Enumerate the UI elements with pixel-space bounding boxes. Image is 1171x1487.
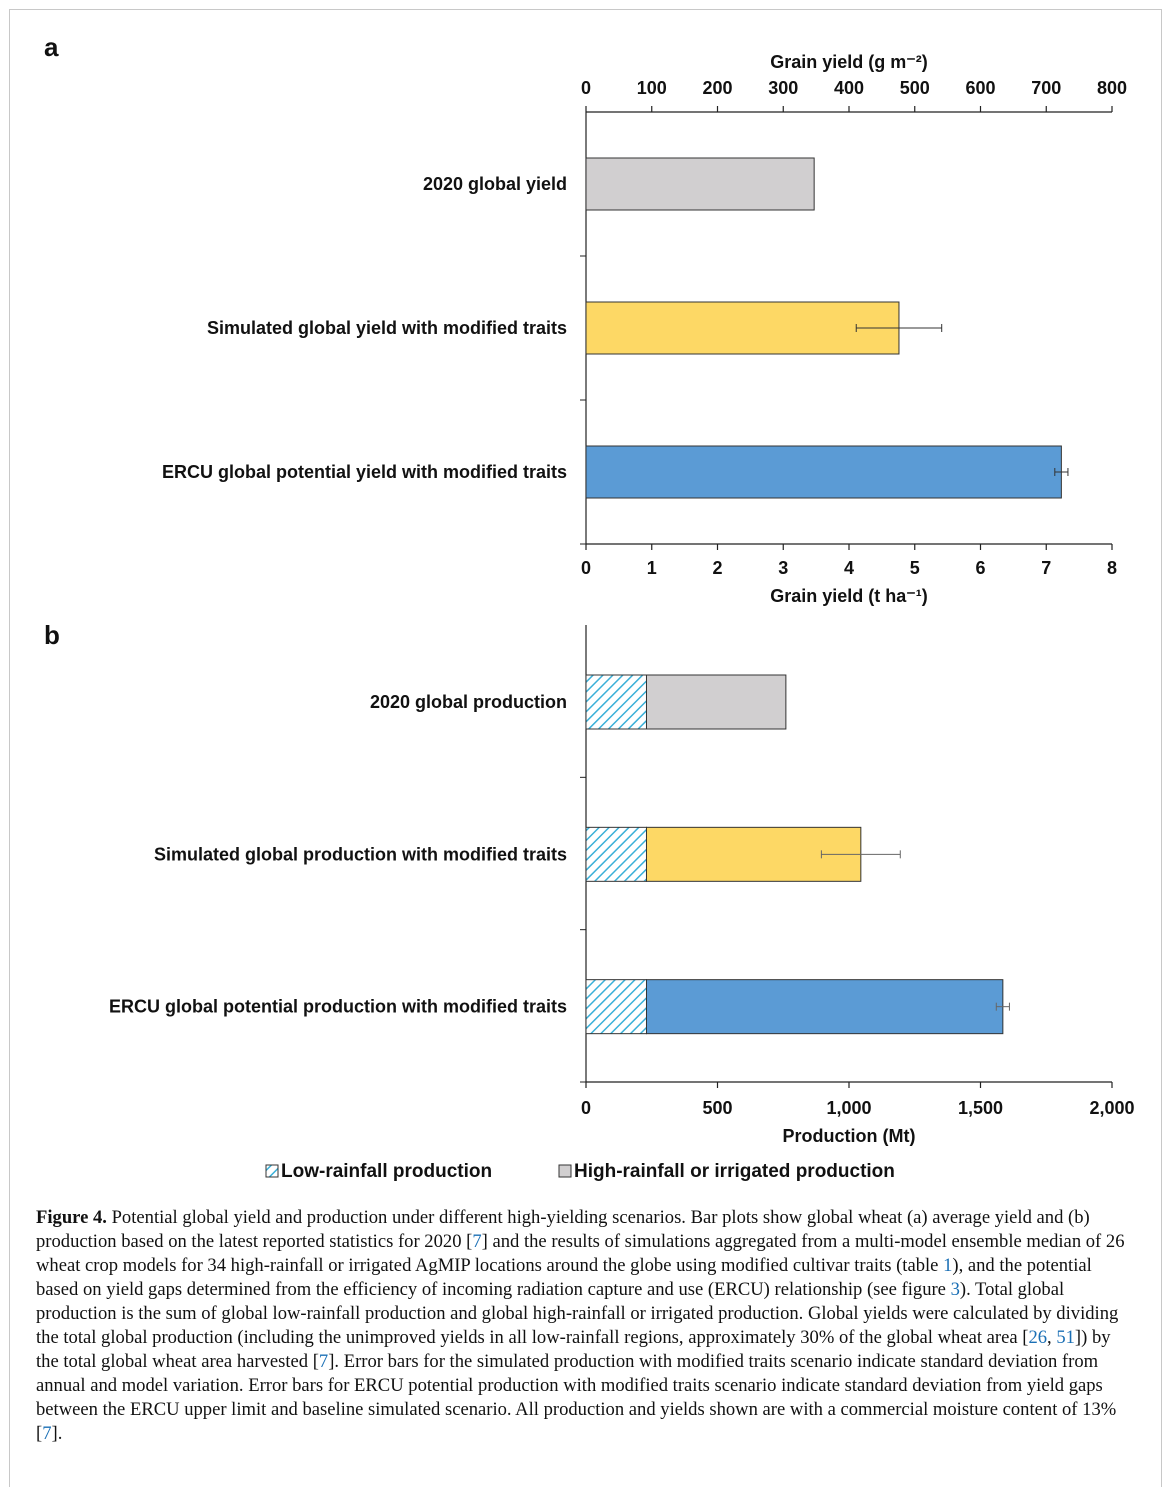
- caption-reference[interactable]: 7: [472, 1231, 482, 1252]
- bar-segment-low-rainfall: [585, 979, 647, 1035]
- figure-frame: [9, 9, 1162, 1487]
- x-tick-label: 8: [1107, 558, 1117, 578]
- x-tick-label: 1,500: [958, 1098, 1003, 1118]
- x2-tick-label: 600: [965, 78, 995, 98]
- x2-tick-label: 0: [581, 78, 591, 98]
- legend: Low-rainfall production High-rainfall or …: [265, 1161, 895, 1182]
- x-tick-label: 4: [844, 558, 854, 578]
- caption-segment: ]) by the total global wheat area harves…: [36, 1327, 1111, 1372]
- caption-segment: ]. Error bars for the simulated producti…: [36, 1351, 1117, 1444]
- x-tick-label: 2: [712, 558, 722, 578]
- caption-reference[interactable]: 7: [42, 1423, 52, 1444]
- bar-segment-high-rainfall: [645, 674, 787, 730]
- panel-a-chart: a 0 1 2 3 4 5 6 7 8 Grain yield (t ha⁻¹) 0 100 200 300…: [44, 32, 1127, 606]
- x2-tick-label: 800: [1097, 78, 1127, 98]
- figure-charts: a 0 1 2 3 4 5 6 7 8 Grain yield (t ha⁻¹) 0 100 200 300…: [44, 32, 1135, 1182]
- caption-reference[interactable]: 26: [1028, 1327, 1048, 1348]
- x-tick-label: 500: [702, 1098, 732, 1118]
- caption-segment: Potential global yield and production un…: [36, 1207, 1090, 1252]
- x2-tick-label: 400: [834, 78, 864, 98]
- bar: [585, 157, 815, 211]
- panel-label-a: a: [44, 32, 59, 62]
- category-label: Simulated global production with modifie…: [154, 844, 567, 864]
- caption-reference[interactable]: 7: [318, 1351, 329, 1372]
- x2-tick-label: 300: [768, 78, 798, 98]
- panel-b-chart: b 0 500 1,000 1,500 2,000 Production (Mt) 2020 …: [44, 620, 1135, 1146]
- category-label: 2020 global yield: [423, 174, 567, 194]
- caption-segment: ). Total global production is the sum of…: [36, 1279, 1119, 1348]
- x-axis-title: Grain yield (t ha⁻¹): [770, 586, 928, 606]
- x-tick-label: 1,000: [826, 1098, 871, 1118]
- panel-label-b: b: [44, 620, 60, 650]
- bar: [585, 445, 1062, 499]
- x2-tick-label: 500: [900, 78, 930, 98]
- legend-swatch-low-rainfall: [265, 1164, 279, 1178]
- x-tick-label: 2,000: [1089, 1098, 1134, 1118]
- caption-text: Potential global yield and production un…: [36, 1207, 1125, 1444]
- category-label: ERCU global potential production with mo…: [109, 997, 567, 1017]
- caption-reference[interactable]: 3: [950, 1279, 960, 1300]
- x-axis-title: Production (Mt): [783, 1126, 916, 1146]
- x-tick-label: 6: [975, 558, 985, 578]
- caption-segment: ] and the results of simulations aggrega…: [36, 1231, 1125, 1276]
- category-label: 2020 global production: [370, 692, 567, 712]
- bar-segment-high-rainfall: [645, 979, 1004, 1035]
- x2-axis-title: Grain yield (g m⁻²): [770, 52, 928, 72]
- x-tick-label: 5: [910, 558, 920, 578]
- x-tick-label: 3: [778, 558, 788, 578]
- caption-label: Figure 4.: [36, 1207, 107, 1228]
- caption-reference[interactable]: 1: [943, 1255, 953, 1276]
- category-label: Simulated global yield with modified tra…: [207, 318, 567, 338]
- x-tick-label: 0: [581, 1098, 591, 1118]
- legend-swatch-high-rainfall: [558, 1164, 572, 1178]
- legend-label-high-rainfall: High-rainfall or irrigated production: [574, 1161, 895, 1182]
- legend-label-low-rainfall: Low-rainfall production: [281, 1161, 492, 1182]
- x-tick-label: 0: [581, 558, 591, 578]
- x2-tick-label: 700: [1031, 78, 1061, 98]
- x2-tick-label: 100: [637, 78, 667, 98]
- caption-segment: ), and the potential based on yield gaps…: [36, 1255, 1092, 1300]
- bar: [585, 301, 900, 355]
- caption-segment: ].: [51, 1423, 63, 1444]
- bar-segment-low-rainfall: [585, 674, 647, 730]
- bar-segment-low-rainfall: [585, 826, 647, 882]
- x2-tick-label: 200: [702, 78, 732, 98]
- category-label: ERCU global potential yield with modifie…: [162, 462, 567, 482]
- caption-reference[interactable]: 51: [1056, 1327, 1075, 1348]
- caption-segment: ,: [1047, 1327, 1057, 1348]
- figure-caption: Figure 4. Potential global yield and pro…: [36, 1206, 1136, 1446]
- x-tick-label: 1: [647, 558, 657, 578]
- x-tick-label: 7: [1041, 558, 1051, 578]
